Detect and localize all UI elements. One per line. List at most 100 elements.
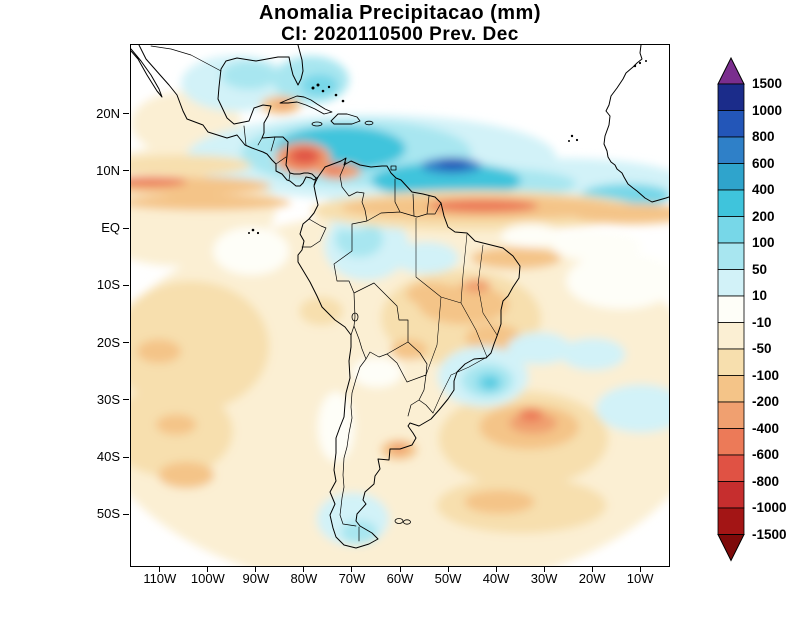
colorbar-label: -100 — [752, 367, 780, 383]
anomaly-blob — [291, 148, 318, 162]
falkland-east-outline — [402, 518, 411, 525]
lon-tick-mark — [639, 566, 641, 572]
south-america-coastline — [297, 157, 520, 548]
lat-tick-mark — [123, 399, 129, 401]
lat-tick-mark — [123, 456, 129, 458]
anomaly-blob — [136, 338, 181, 363]
colorbar-label: -1000 — [752, 500, 787, 515]
lon-tick-mark — [351, 566, 353, 572]
colorbar-label: 600 — [752, 155, 775, 171]
colorbar-label: -1500 — [752, 526, 787, 542]
colorbar-label: -400 — [752, 420, 780, 436]
colorbar-label: 1000 — [752, 102, 783, 118]
chart-subtitle: CI: 2020110500 Prev. Dec — [281, 24, 519, 45]
puerto-rico-outline — [364, 120, 373, 125]
trinidad-outline — [390, 165, 396, 170]
colorbar-label: -200 — [752, 394, 780, 409]
lon-tick-label: 80W — [290, 571, 318, 586]
lat-tick-mark — [123, 513, 129, 515]
anomaly-blob — [390, 338, 427, 360]
map-svg — [130, 44, 669, 566]
anomaly-blob — [351, 357, 402, 387]
brazil-state-borders — [415, 217, 497, 413]
lat-tick-label: 50S — [96, 506, 120, 522]
anomaly-blob — [212, 226, 289, 275]
lat-tick-label: 40S — [96, 449, 120, 465]
lat-tick-label: EQ — [101, 220, 120, 236]
colorbar-label: -600 — [752, 447, 780, 462]
lon-tick-label: 110W — [143, 571, 177, 586]
lon-tick-label: 10W — [626, 571, 654, 586]
anomaly-blob — [155, 413, 196, 435]
jamaica-outline — [311, 121, 322, 126]
anomaly-blob — [571, 203, 669, 224]
lon-tick-mark — [159, 566, 161, 572]
anomaly-blob — [393, 241, 459, 274]
lon-tick-label: 50W — [434, 571, 462, 586]
colorbar-segment — [717, 242, 745, 270]
lon-tick-mark — [303, 566, 305, 572]
colorbar-label: 400 — [752, 182, 775, 197]
island-specks — [247, 59, 647, 234]
anomaly-blob — [470, 246, 561, 269]
colorbar-segment — [717, 428, 745, 456]
colorbar-label: -50 — [752, 341, 772, 356]
colorbar — [717, 56, 745, 569]
anomaly-blob — [464, 323, 521, 352]
colorbar-segment — [717, 110, 745, 138]
africa-coastline — [603, 44, 669, 202]
small-islands — [247, 59, 647, 525]
anomaly-blob — [560, 337, 625, 370]
lat-tick-label: 20N — [96, 105, 120, 121]
anomaly-blob — [130, 176, 187, 187]
lon-tick-mark — [255, 566, 257, 572]
lat-tick-mark — [123, 342, 129, 344]
lon-tick-label: 100W — [190, 571, 225, 586]
anomaly-blob — [565, 252, 669, 309]
anomaly-blob — [436, 157, 469, 169]
colorbar-segment — [717, 507, 745, 535]
anomaly-blob — [463, 489, 534, 514]
lat-tick-mark — [123, 284, 129, 286]
colorbar-segment — [717, 348, 745, 376]
anomaly-field-layer — [130, 54, 669, 566]
lon-tick-label: 40W — [482, 571, 510, 586]
anomaly-blob — [595, 384, 669, 433]
colorbar-label: -800 — [752, 473, 780, 489]
anomaly-blob — [506, 331, 571, 364]
lat-tick-mark — [123, 227, 129, 229]
map-plot-area — [129, 43, 670, 567]
lat-tick-label: 20S — [96, 334, 120, 350]
chart-title: Anomalia Precipitacao (mm) — [259, 2, 541, 24]
baja-california-coastline — [130, 48, 162, 97]
anomaly-blob — [405, 281, 456, 306]
colorbar-top-arrow — [717, 56, 745, 85]
colorbar-bottom-arrow — [717, 534, 745, 562]
central-america-pacific-coastline — [138, 44, 318, 186]
anomaly-blob — [130, 154, 251, 175]
anomaly-blob — [220, 60, 277, 90]
lat-tick-mark — [123, 113, 129, 115]
lon-tick-label: 90W — [242, 571, 270, 586]
colorbar-label: 10 — [752, 288, 768, 303]
colorbar-segment — [717, 189, 745, 217]
colorbar-segment — [717, 83, 745, 111]
lon-tick-mark — [447, 566, 449, 572]
lat-tick-label: 10S — [96, 277, 120, 293]
colorbar-segment — [717, 481, 745, 509]
lon-tick-label: 60W — [386, 571, 414, 586]
colorbar-segment — [717, 401, 745, 429]
lat-tick-label: 10N — [96, 162, 120, 178]
colorbar-label: 100 — [752, 235, 775, 250]
anomaly-blob — [298, 296, 343, 325]
anomaly-blob — [130, 280, 269, 411]
lon-tick-mark — [543, 566, 545, 572]
hispaniola-outline — [330, 113, 360, 124]
lon-tick-mark — [495, 566, 497, 572]
anomaly-blob — [518, 408, 543, 421]
anomaly-blob — [427, 198, 538, 213]
lat-tick-label: 30S — [96, 391, 120, 407]
colorbar-label: 50 — [752, 261, 768, 277]
colorbar-segment — [717, 375, 745, 403]
